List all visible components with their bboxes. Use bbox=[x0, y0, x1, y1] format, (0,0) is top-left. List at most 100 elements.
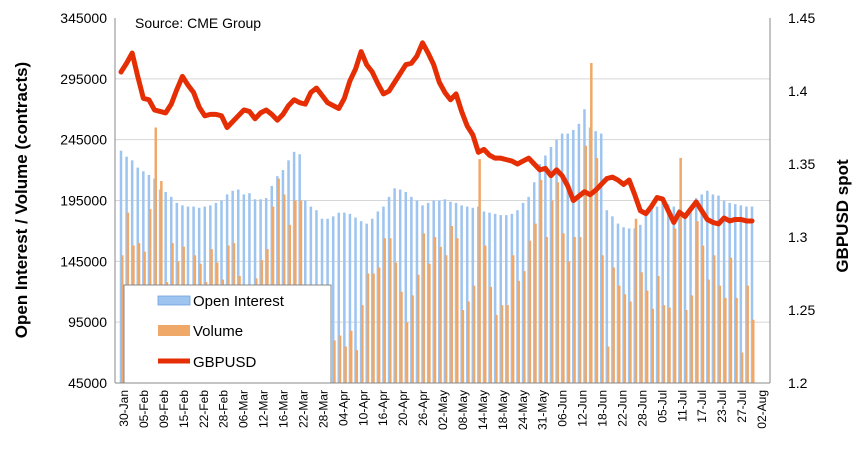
open-interest-bar bbox=[516, 210, 519, 383]
volume-bar bbox=[545, 237, 548, 383]
y-tick-left-label: 145000 bbox=[60, 253, 107, 269]
volume-bar bbox=[483, 245, 487, 383]
volume-bar bbox=[372, 273, 375, 383]
open-interest-bar bbox=[465, 206, 469, 383]
open-interest-bar bbox=[739, 205, 743, 383]
x-tick-label: 12-Jun bbox=[576, 390, 590, 427]
volume-bar bbox=[389, 238, 392, 383]
open-interest-bar bbox=[694, 198, 698, 383]
y-tick-left-label: 95000 bbox=[68, 314, 107, 330]
open-interest-bar bbox=[398, 189, 402, 383]
x-tick-label: 22-Mar bbox=[296, 390, 310, 428]
y-tick-left-label: 345000 bbox=[60, 10, 107, 26]
x-tick-label: 22-Feb bbox=[197, 390, 211, 428]
open-interest-bar bbox=[410, 196, 413, 383]
volume-bar bbox=[495, 314, 498, 383]
x-tick-label: 28-Feb bbox=[217, 390, 231, 428]
volume-bar bbox=[662, 305, 666, 383]
volume-bar bbox=[606, 346, 610, 383]
open-interest-bar bbox=[365, 223, 368, 383]
open-interest-bar bbox=[745, 206, 748, 383]
open-interest-bar bbox=[505, 215, 508, 383]
volume-bar bbox=[377, 267, 381, 383]
open-interest-bar bbox=[387, 196, 391, 383]
volume-bar bbox=[511, 255, 515, 383]
open-interest-bar bbox=[359, 221, 363, 383]
legend-swatch-volume bbox=[158, 325, 190, 336]
y-tick-left-label: 195000 bbox=[60, 193, 107, 209]
volume-bar bbox=[121, 255, 124, 383]
volume-bar bbox=[617, 285, 621, 383]
volume-bar bbox=[578, 237, 582, 383]
x-tick-label: 17-Jul bbox=[695, 390, 709, 423]
volume-bar bbox=[277, 178, 280, 383]
volume-bar bbox=[444, 255, 448, 383]
legend: Open Interest Volume GBPUSD bbox=[123, 284, 332, 384]
x-tick-label: 02-Aug bbox=[755, 390, 769, 429]
legend-swatch-open-interest bbox=[157, 295, 191, 306]
x-tick-label: 06-Jun bbox=[556, 390, 570, 427]
open-interest-bar bbox=[477, 206, 480, 383]
volume-bar bbox=[456, 238, 459, 383]
volume-bar bbox=[528, 240, 532, 383]
x-tick-label: 23-Jul bbox=[715, 390, 729, 423]
open-interest-bar bbox=[594, 131, 597, 383]
volume-bar bbox=[690, 295, 694, 383]
legend-label-gbpusd: GBPUSD bbox=[193, 354, 257, 371]
x-tick-label: 22-Jun bbox=[615, 390, 629, 427]
open-interest-bar bbox=[583, 109, 586, 383]
open-interest-bar bbox=[130, 160, 134, 383]
volume-bar bbox=[679, 157, 682, 383]
volume-bar bbox=[573, 237, 576, 383]
volume-bar bbox=[160, 181, 163, 383]
volume-bar bbox=[673, 228, 677, 383]
open-interest-bar bbox=[572, 129, 575, 383]
x-tick-label: 16-Mar bbox=[277, 390, 291, 428]
volume-bar bbox=[696, 221, 699, 383]
volume-bar bbox=[383, 238, 386, 383]
volume-bar bbox=[550, 200, 554, 383]
y-tick-left-label: 295000 bbox=[60, 71, 107, 87]
open-interest-bar bbox=[683, 212, 687, 383]
legend-label-open-interest: Open Interest bbox=[193, 293, 285, 310]
x-tick-label: 18-May bbox=[496, 390, 510, 430]
x-tick-label: 08-May bbox=[456, 390, 470, 430]
volume-bar bbox=[634, 218, 638, 383]
volume-bar bbox=[422, 233, 426, 383]
volume-bar bbox=[556, 182, 560, 383]
x-tick-label: 28-Mar bbox=[316, 390, 330, 428]
volume-bar bbox=[433, 237, 437, 383]
x-tick-label: 04-Apr bbox=[336, 390, 350, 426]
open-interest-bar bbox=[147, 174, 151, 383]
volume-bar bbox=[500, 305, 504, 383]
volume-bar bbox=[752, 319, 755, 383]
open-interest-bar bbox=[722, 200, 726, 383]
x-tick-label: 12-Mar bbox=[257, 390, 271, 428]
open-interest-bar bbox=[343, 212, 346, 383]
open-interest-bar bbox=[706, 190, 709, 383]
open-interest-bar bbox=[421, 205, 424, 383]
y-tick-right-label: 1.2 bbox=[788, 375, 808, 391]
open-interest-bar bbox=[627, 228, 631, 383]
open-interest-bar bbox=[566, 133, 569, 383]
x-tick-label: 05-Feb bbox=[137, 390, 151, 428]
open-interest-bar bbox=[348, 213, 352, 383]
open-interest-bar bbox=[678, 209, 681, 383]
x-tick-label: 06-Mar bbox=[237, 390, 251, 428]
open-interest-bar bbox=[717, 195, 720, 383]
source-note: Source: CME Group bbox=[135, 15, 261, 31]
volume-bar bbox=[623, 294, 627, 383]
open-interest-bar bbox=[666, 204, 670, 383]
open-interest-bar bbox=[298, 154, 301, 383]
x-tick-label: 14-May bbox=[476, 390, 490, 430]
volume-bar bbox=[701, 245, 705, 383]
volume-bar bbox=[746, 285, 749, 383]
volume-bar bbox=[640, 272, 643, 383]
open-interest-bar bbox=[555, 139, 558, 383]
x-ticks: 30-Jan 05-Feb 09-Feb 15-Feb 22-Feb 28-Feb 06-M… bbox=[117, 390, 769, 430]
open-interest-bar bbox=[650, 209, 653, 383]
volume-bar bbox=[461, 310, 465, 383]
volume-bar bbox=[740, 352, 744, 383]
open-interest-bar bbox=[142, 171, 145, 383]
